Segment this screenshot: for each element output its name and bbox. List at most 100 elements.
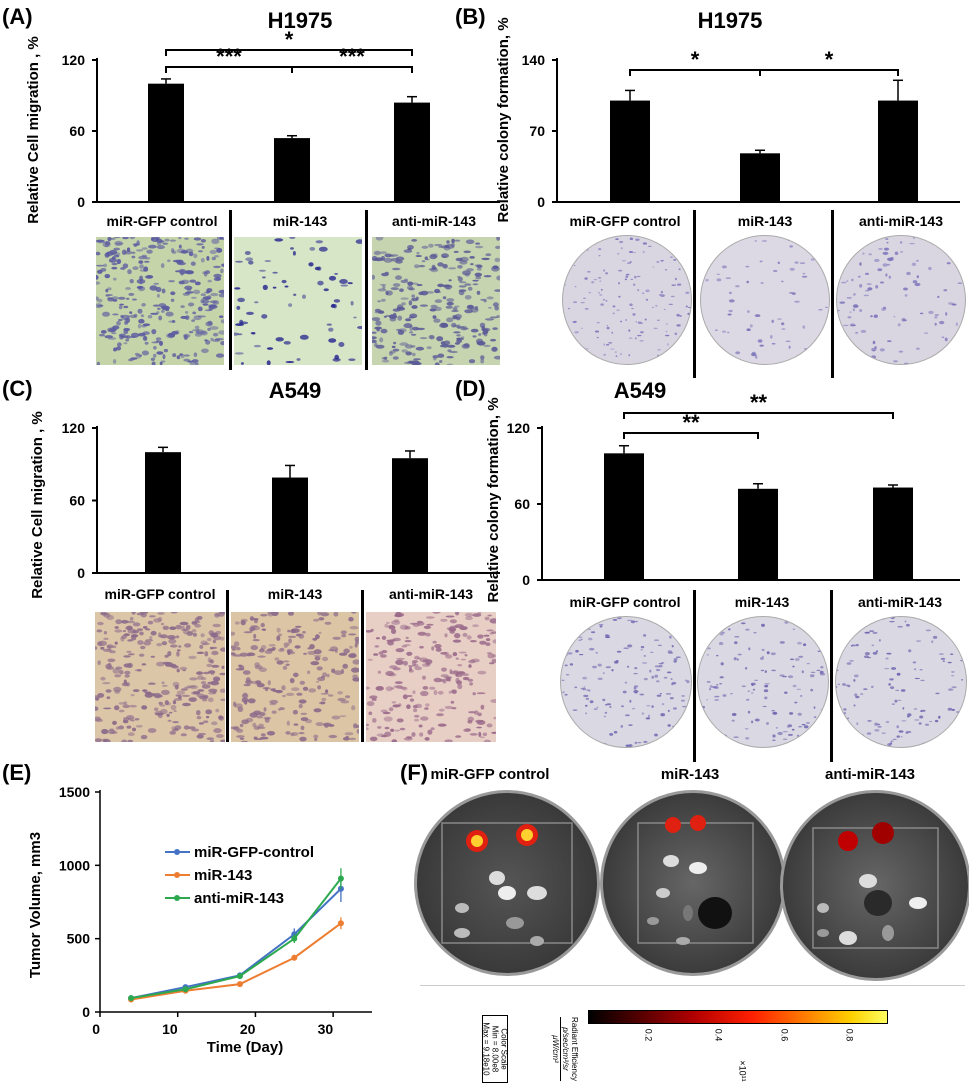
panel-d-label-mir143: miR-143 bbox=[734, 594, 790, 610]
panel-d-dish-mir143 bbox=[697, 616, 829, 748]
panel-e-point bbox=[337, 920, 344, 927]
panel-a-significance-label: * bbox=[285, 27, 294, 52]
panel-e-point bbox=[291, 935, 298, 942]
panel-b-label-anti: anti-miR-143 bbox=[858, 213, 944, 229]
panel-b-significance-bracket bbox=[759, 69, 899, 76]
panel-a-y-axis-label: Relative Cell migration , % bbox=[25, 36, 42, 224]
panel-d-bar bbox=[873, 487, 913, 580]
panel-b-bar bbox=[878, 100, 918, 202]
panel-c-label-control: miR-GFP control bbox=[104, 586, 216, 602]
panel-e-x-tick-label: 0 bbox=[92, 1021, 100, 1037]
radiant-efficiency-unit-top: p/sec/cm²/sr bbox=[561, 1027, 570, 1071]
panel-d-y-tick-label: 60 bbox=[514, 496, 530, 512]
panel-f-petri-mir143 bbox=[600, 790, 786, 976]
panel-b-y-tick-label: 140 bbox=[522, 52, 546, 68]
color-scale-gradient-bar bbox=[588, 1010, 888, 1024]
panel-f-label-mir143: miR-143 bbox=[660, 766, 720, 783]
panel-d-significance-label: ** bbox=[682, 410, 700, 435]
panel-b-dish-anti bbox=[836, 235, 966, 365]
panel-c-title: A549 bbox=[268, 378, 322, 403]
panel-e-point bbox=[236, 973, 243, 980]
panel-e-point bbox=[337, 875, 344, 882]
panel-d-significance-bracket bbox=[623, 412, 894, 419]
panel-c-label-anti: anti-miR-143 bbox=[388, 586, 474, 602]
panel-d-separator bbox=[830, 590, 833, 762]
radiant-efficiency-text: Radiant Efficiency bbox=[570, 1017, 579, 1081]
panel-a-y-tick-label: 60 bbox=[69, 123, 85, 139]
panel-d-separator bbox=[693, 590, 696, 762]
panel-a-label-anti: anti-miR-143 bbox=[391, 213, 477, 229]
panel-d-dish-control bbox=[560, 616, 692, 748]
color-scale-multiplier: ×10¹¹ bbox=[737, 1060, 748, 1082]
panel-e-point bbox=[182, 986, 189, 993]
panel-b-dish-control bbox=[562, 235, 692, 365]
radiant-efficiency-label: Radiant Efficiency p/sec/cm²/sr μW/cm² bbox=[545, 1016, 585, 1082]
panel-e-legend-label: anti-miR-143 bbox=[194, 890, 284, 907]
panel-a-separator bbox=[365, 210, 368, 370]
panel-a-title: H1975 bbox=[267, 8, 333, 33]
panel-a-image-control bbox=[96, 237, 224, 365]
panel-e-x-axis-label: Time (Day) bbox=[207, 1039, 283, 1056]
panel-e-series-line bbox=[130, 922, 342, 1001]
color-scale-tick-08: 0.8 bbox=[844, 1028, 855, 1042]
color-scale-title: Color Scale bbox=[499, 1028, 509, 1070]
panel-a-significance-label: *** bbox=[216, 44, 242, 69]
panel-e-x-tick-label: 30 bbox=[318, 1021, 334, 1037]
panel-a-image-mir143 bbox=[234, 237, 362, 365]
panel-a-image-anti bbox=[372, 237, 500, 365]
panel-a-label-mir143: miR-143 bbox=[272, 213, 328, 229]
panel-a-bar bbox=[394, 102, 430, 202]
panel-f-divider bbox=[420, 985, 965, 986]
panel-e-y-tick-label: 1000 bbox=[59, 857, 90, 873]
color-scale-box: Color Scale Min = 8.00e8 Max = 9.18e10 bbox=[481, 1015, 509, 1083]
panel-a-bar bbox=[148, 83, 184, 202]
panel-e-point bbox=[291, 954, 298, 961]
panel-c-bar bbox=[145, 452, 181, 573]
panel-e-legend-label: miR-143 bbox=[194, 867, 252, 884]
panel-d-title: A549 bbox=[613, 378, 667, 403]
panel-e-y-axis-label: Tumor Volume, mm3 bbox=[27, 832, 44, 978]
panel-f-petri-control bbox=[414, 790, 600, 976]
radiant-efficiency-unit-bottom: μW/cm² bbox=[551, 1017, 561, 1081]
panel-f-label-control: miR-GFP control bbox=[430, 766, 550, 783]
panel-a-bar bbox=[274, 138, 310, 202]
panel-e-letter: (E) bbox=[2, 760, 32, 785]
color-scale-min: Min = 8.00e8 bbox=[490, 1025, 500, 1073]
panel-c-y-tick-label: 0 bbox=[77, 565, 85, 581]
panel-b-title: H1975 bbox=[697, 8, 763, 33]
panel-b-label-control: miR-GFP control bbox=[569, 213, 681, 229]
panel-b-significance-label: * bbox=[691, 47, 700, 72]
panel-a-y-tick-label: 0 bbox=[77, 194, 85, 210]
panel-d-label-anti: anti-miR-143 bbox=[857, 594, 943, 610]
panel-d-label-control: miR-GFP control bbox=[569, 594, 681, 610]
panel-e-point bbox=[128, 995, 135, 1002]
panel-e-point bbox=[236, 981, 243, 988]
panel-c-bar bbox=[272, 477, 308, 573]
panel-b-y-tick-label: 0 bbox=[537, 194, 545, 210]
panel-a-significance-label: *** bbox=[339, 44, 365, 69]
panel-c-separator bbox=[226, 590, 229, 742]
panel-a-y-tick-label: 120 bbox=[62, 52, 86, 68]
panel-c-image-anti bbox=[366, 612, 496, 742]
color-scale-tick-06: 0.6 bbox=[779, 1028, 790, 1042]
panel-d-letter: (D) bbox=[455, 376, 486, 401]
panel-b-y-tick-label: 70 bbox=[529, 123, 545, 139]
panel-d-significance-bracket bbox=[623, 432, 759, 439]
panel-c-bar bbox=[392, 458, 428, 573]
panel-d-y-axis-label: Relative colony formation, % bbox=[485, 397, 502, 602]
panel-b-separator bbox=[693, 210, 696, 378]
panel-d-significance-label: ** bbox=[750, 390, 768, 415]
panel-f-letter: (F) bbox=[400, 760, 429, 785]
panel-e-y-tick-label: 0 bbox=[82, 1004, 90, 1020]
panel-b-letter: (B) bbox=[455, 4, 486, 29]
panel-e-legend-marker bbox=[174, 872, 180, 878]
color-scale-tick-04: 0.4 bbox=[713, 1028, 724, 1042]
panel-d-y-tick-label: 120 bbox=[507, 420, 531, 436]
panel-b-label-mir143: miR-143 bbox=[737, 213, 793, 229]
panel-e-x-tick-label: 10 bbox=[162, 1021, 178, 1037]
panel-b-separator bbox=[831, 210, 834, 378]
color-scale-max: Max = 9.18e10 bbox=[481, 1022, 491, 1076]
panel-c-y-tick-label: 120 bbox=[62, 420, 86, 436]
panel-b-bar bbox=[740, 153, 780, 202]
